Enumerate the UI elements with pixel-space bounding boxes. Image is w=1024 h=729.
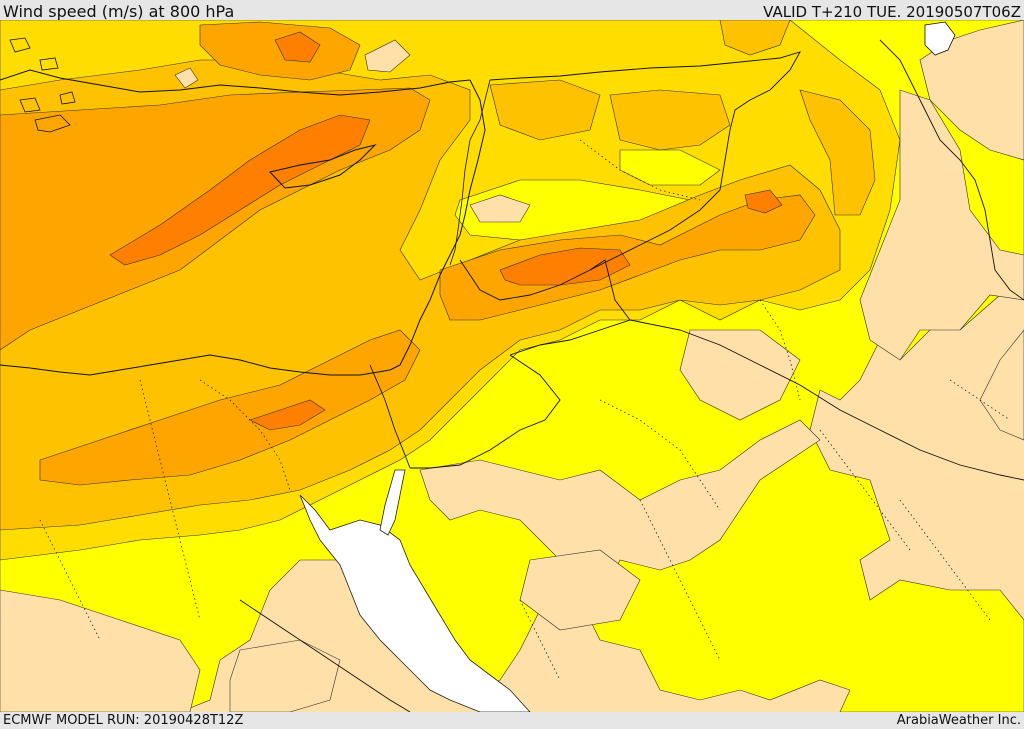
core-dark-orange-5 (274, 31, 321, 63)
model-run: ECMWF MODEL RUN: 20190428T12Z (3, 713, 244, 728)
pocket-light-5 (679, 329, 801, 421)
patch-amber-ne (609, 89, 731, 151)
footer-bar (0, 712, 1024, 729)
pocket-light-2 (859, 89, 1024, 361)
hole-light-1 (174, 67, 199, 89)
patch-amber-top (719, 20, 791, 56)
band-orange-east (439, 194, 816, 321)
patch-orange-top (199, 21, 361, 81)
border-syria-iraq (489, 51, 801, 271)
patch-amber-e (799, 89, 876, 216)
header-bar (0, 0, 1024, 20)
pocket-light-8 (979, 329, 1024, 441)
red-sea (299, 494, 531, 712)
coastline-egypt (0, 354, 391, 376)
map-title: Wind speed (m/s) at 800 hPa (3, 2, 235, 21)
border-levant-inner (449, 79, 491, 266)
border-saudi-jordan (410, 354, 561, 469)
band-orange-south (39, 329, 421, 486)
hole-light-3 (469, 194, 531, 223)
patch-amber-n (489, 79, 601, 141)
coastline-turkey (0, 69, 471, 96)
core-dark-orange-2 (499, 247, 631, 286)
border-egypt-israel (369, 364, 411, 469)
credit: ArabiaWeather Inc. (896, 713, 1021, 728)
admin-boundaries (39, 139, 1011, 681)
coastline-levant (389, 79, 486, 371)
core-dark-orange-1 (109, 114, 371, 266)
aegean-islands (9, 37, 76, 133)
wind-map[interactable] (0, 20, 1024, 712)
coastline-cyprus (269, 144, 377, 189)
valid-time: VALID T+210 TUE. 20190507T06Z (763, 3, 1021, 21)
pocket-light-6 (0, 589, 201, 712)
border-jordan (459, 259, 631, 356)
core-dark-orange-4 (744, 189, 783, 214)
border-iran-iraq (879, 39, 1024, 301)
pocket-light-7 (229, 639, 341, 712)
lake-ne (924, 21, 956, 56)
gulf-of-aqaba (379, 469, 406, 536)
border-saudi-iraq (629, 319, 1024, 481)
core-dark-orange-3 (249, 399, 326, 431)
hole-light-2 (364, 39, 411, 73)
border-egypt-sudan (239, 599, 411, 712)
pocket-light-3 (419, 419, 821, 601)
